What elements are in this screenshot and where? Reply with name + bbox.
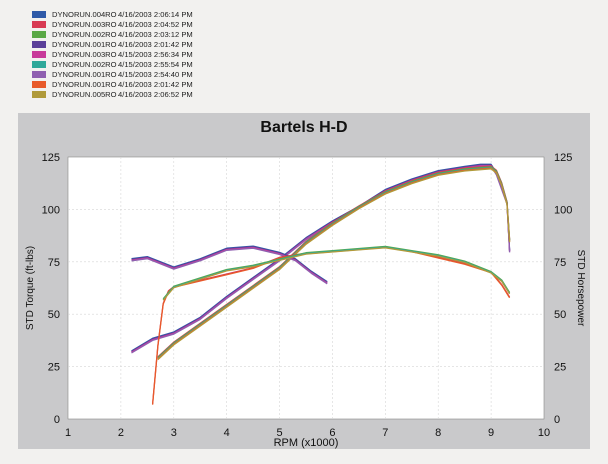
chart-frame: Bartels H-D 1 2 3 4 5 6 7 8 9 10 0 0 25 25 50 50 75 75 100… [18,113,590,449]
legend-run-name: DYNORUN.003RO [52,49,117,59]
x-tick-label: 2 [118,427,124,439]
legend-run-name: DYNORUN.004RO [52,9,117,19]
y-left-tick-label: 0 [54,414,60,426]
legend-run-date: 4/16/2003 2:01:42 PM [118,39,193,49]
legend-swatch [32,91,46,99]
legend-run-name: DYNORUN.002RO [52,29,117,39]
y-left-tick-label: 100 [42,204,60,216]
y-right-axis-label: STD Horsepower [575,250,586,327]
y-right-tick-label: 0 [554,414,560,426]
legend-run-name: DYNORUN.002RO [52,60,117,70]
x-tick-label: 6 [329,427,335,439]
legend-run-date: 4/16/2003 2:06:52 PM [118,90,193,100]
legend-item: DYNORUN.005RO 4/16/2003 2:06:52 PM [32,90,193,100]
y-right-tick-label: 75 [554,257,566,269]
legend-item: DYNORUN.001RO 4/15/2003 2:54:40 PM [32,70,193,80]
plot-area [67,156,545,420]
chart-title: Bartels H-D [260,119,348,136]
series-line-horsepower-low [157,168,511,361]
legend-run-name: DYNORUN.001RO [52,80,117,90]
legend-item: DYNORUN.001RO 4/16/2003 2:01:42 PM [32,80,193,90]
x-tick-label: 7 [382,427,388,439]
x-tick-label: 10 [538,427,550,439]
legend-item: DYNORUN.003RO 4/15/2003 2:56:34 PM [32,49,193,59]
legend-run-date: 4/16/2003 2:01:42 PM [118,80,193,90]
legend-swatch [32,40,46,48]
legend-run-name: DYNORUN.003RO [52,19,117,29]
legend-item: DYNORUN.002RO 4/15/2003 2:55:54 PM [32,59,193,69]
y-left-tick-label: 25 [48,362,60,374]
legend-swatch [32,30,46,38]
x-tick-label: 8 [435,427,441,439]
x-tick-label: 5 [276,427,282,439]
legend-run-name: DYNORUN.001RO [52,70,117,80]
legend: DYNORUN.004RO 4/16/2003 2:06:14 PM DYNORUN… [32,9,193,100]
legend-swatch [32,10,46,18]
x-tick-label: 4 [224,427,230,439]
y-right-tick-label: 50 [554,309,566,321]
y-left-tick-label: 75 [48,257,60,269]
y-right-tick-label: 100 [554,204,572,216]
legend-item: DYNORUN.003RO 4/16/2003 2:04:52 PM [32,19,193,29]
legend-item: DYNORUN.002RO 4/16/2003 2:03:12 PM [32,29,193,39]
series-line-torque-upper [162,247,511,301]
legend-run-date: 4/15/2003 2:54:40 PM [118,70,193,80]
legend-swatch [32,61,46,69]
series-line-torque-upper [162,245,511,300]
y-left-tick-label: 50 [48,309,60,321]
legend-run-name: DYNORUN.001RO [52,39,117,49]
legend-run-date: 4/15/2003 2:56:34 PM [118,49,193,59]
x-tick-label: 3 [171,427,177,439]
y-left-axis-label: STD Torque (ft-lbs) [25,246,36,330]
x-tick-label: 1 [65,427,71,439]
legend-swatch [32,81,46,89]
legend-item: DYNORUN.004RO 4/16/2003 2:06:14 PM [32,9,193,19]
y-right-tick-label: 125 [554,152,572,164]
y-left-tick-label: 125 [42,152,60,164]
series-line-torque-upper [162,246,511,300]
legend-swatch [32,50,46,58]
x-axis-label: RPM (x1000) [274,437,339,449]
legend-run-date: 4/15/2003 2:55:54 PM [118,60,193,70]
legend-run-date: 4/16/2003 2:03:12 PM [118,29,193,39]
legend-swatch [32,71,46,79]
y-right-tick-label: 25 [554,362,566,374]
legend-swatch [32,20,46,28]
legend-item: DYNORUN.001RO 4/16/2003 2:01:42 PM [32,39,193,49]
legend-run-name: DYNORUN.005RO [52,90,117,100]
legend-run-date: 4/16/2003 2:04:52 PM [118,19,193,29]
x-tick-label: 9 [488,427,494,439]
series-line-torque-early [131,247,328,285]
legend-run-date: 4/16/2003 2:06:14 PM [118,9,193,19]
